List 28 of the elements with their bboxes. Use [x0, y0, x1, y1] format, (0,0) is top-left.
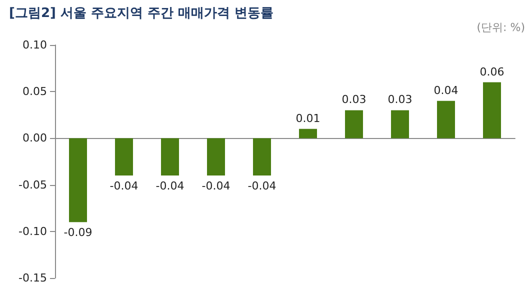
chart-title: [그림2] 서울 주요지역 주간 매매가격 변동률: [9, 6, 274, 21]
bar: [483, 82, 501, 138]
y-tick-label: -0.10: [18, 224, 47, 238]
data-label: 0.03: [388, 93, 412, 106]
y-tick-label: 0.00: [22, 132, 47, 145]
bar: [299, 128, 317, 138]
y-tick-label: -0.05: [18, 178, 47, 192]
data-label: 0.06: [480, 65, 504, 78]
bar: [391, 110, 409, 138]
data-label: 0.03: [342, 93, 366, 106]
bar: [115, 138, 133, 176]
bar: [207, 138, 225, 176]
y-tick-label: -0.15: [18, 272, 47, 284]
data-label: -0.09: [64, 226, 92, 240]
text: (단위: %): [476, 21, 526, 34]
y-tick-label: 0.10: [22, 38, 47, 52]
bar: [437, 100, 455, 138]
y-tick-label: 0.05: [22, 85, 47, 98]
data-label: -0.04: [156, 179, 184, 192]
data-label: -0.04: [202, 179, 230, 192]
bar: [345, 110, 363, 138]
bar: [253, 138, 271, 176]
bar: [161, 138, 179, 176]
bar: [69, 138, 87, 222]
data-label: 0.01: [296, 112, 320, 125]
data-label: 0.04: [434, 84, 458, 97]
data-label: -0.04: [110, 179, 138, 192]
data-label: -0.04: [248, 179, 276, 192]
